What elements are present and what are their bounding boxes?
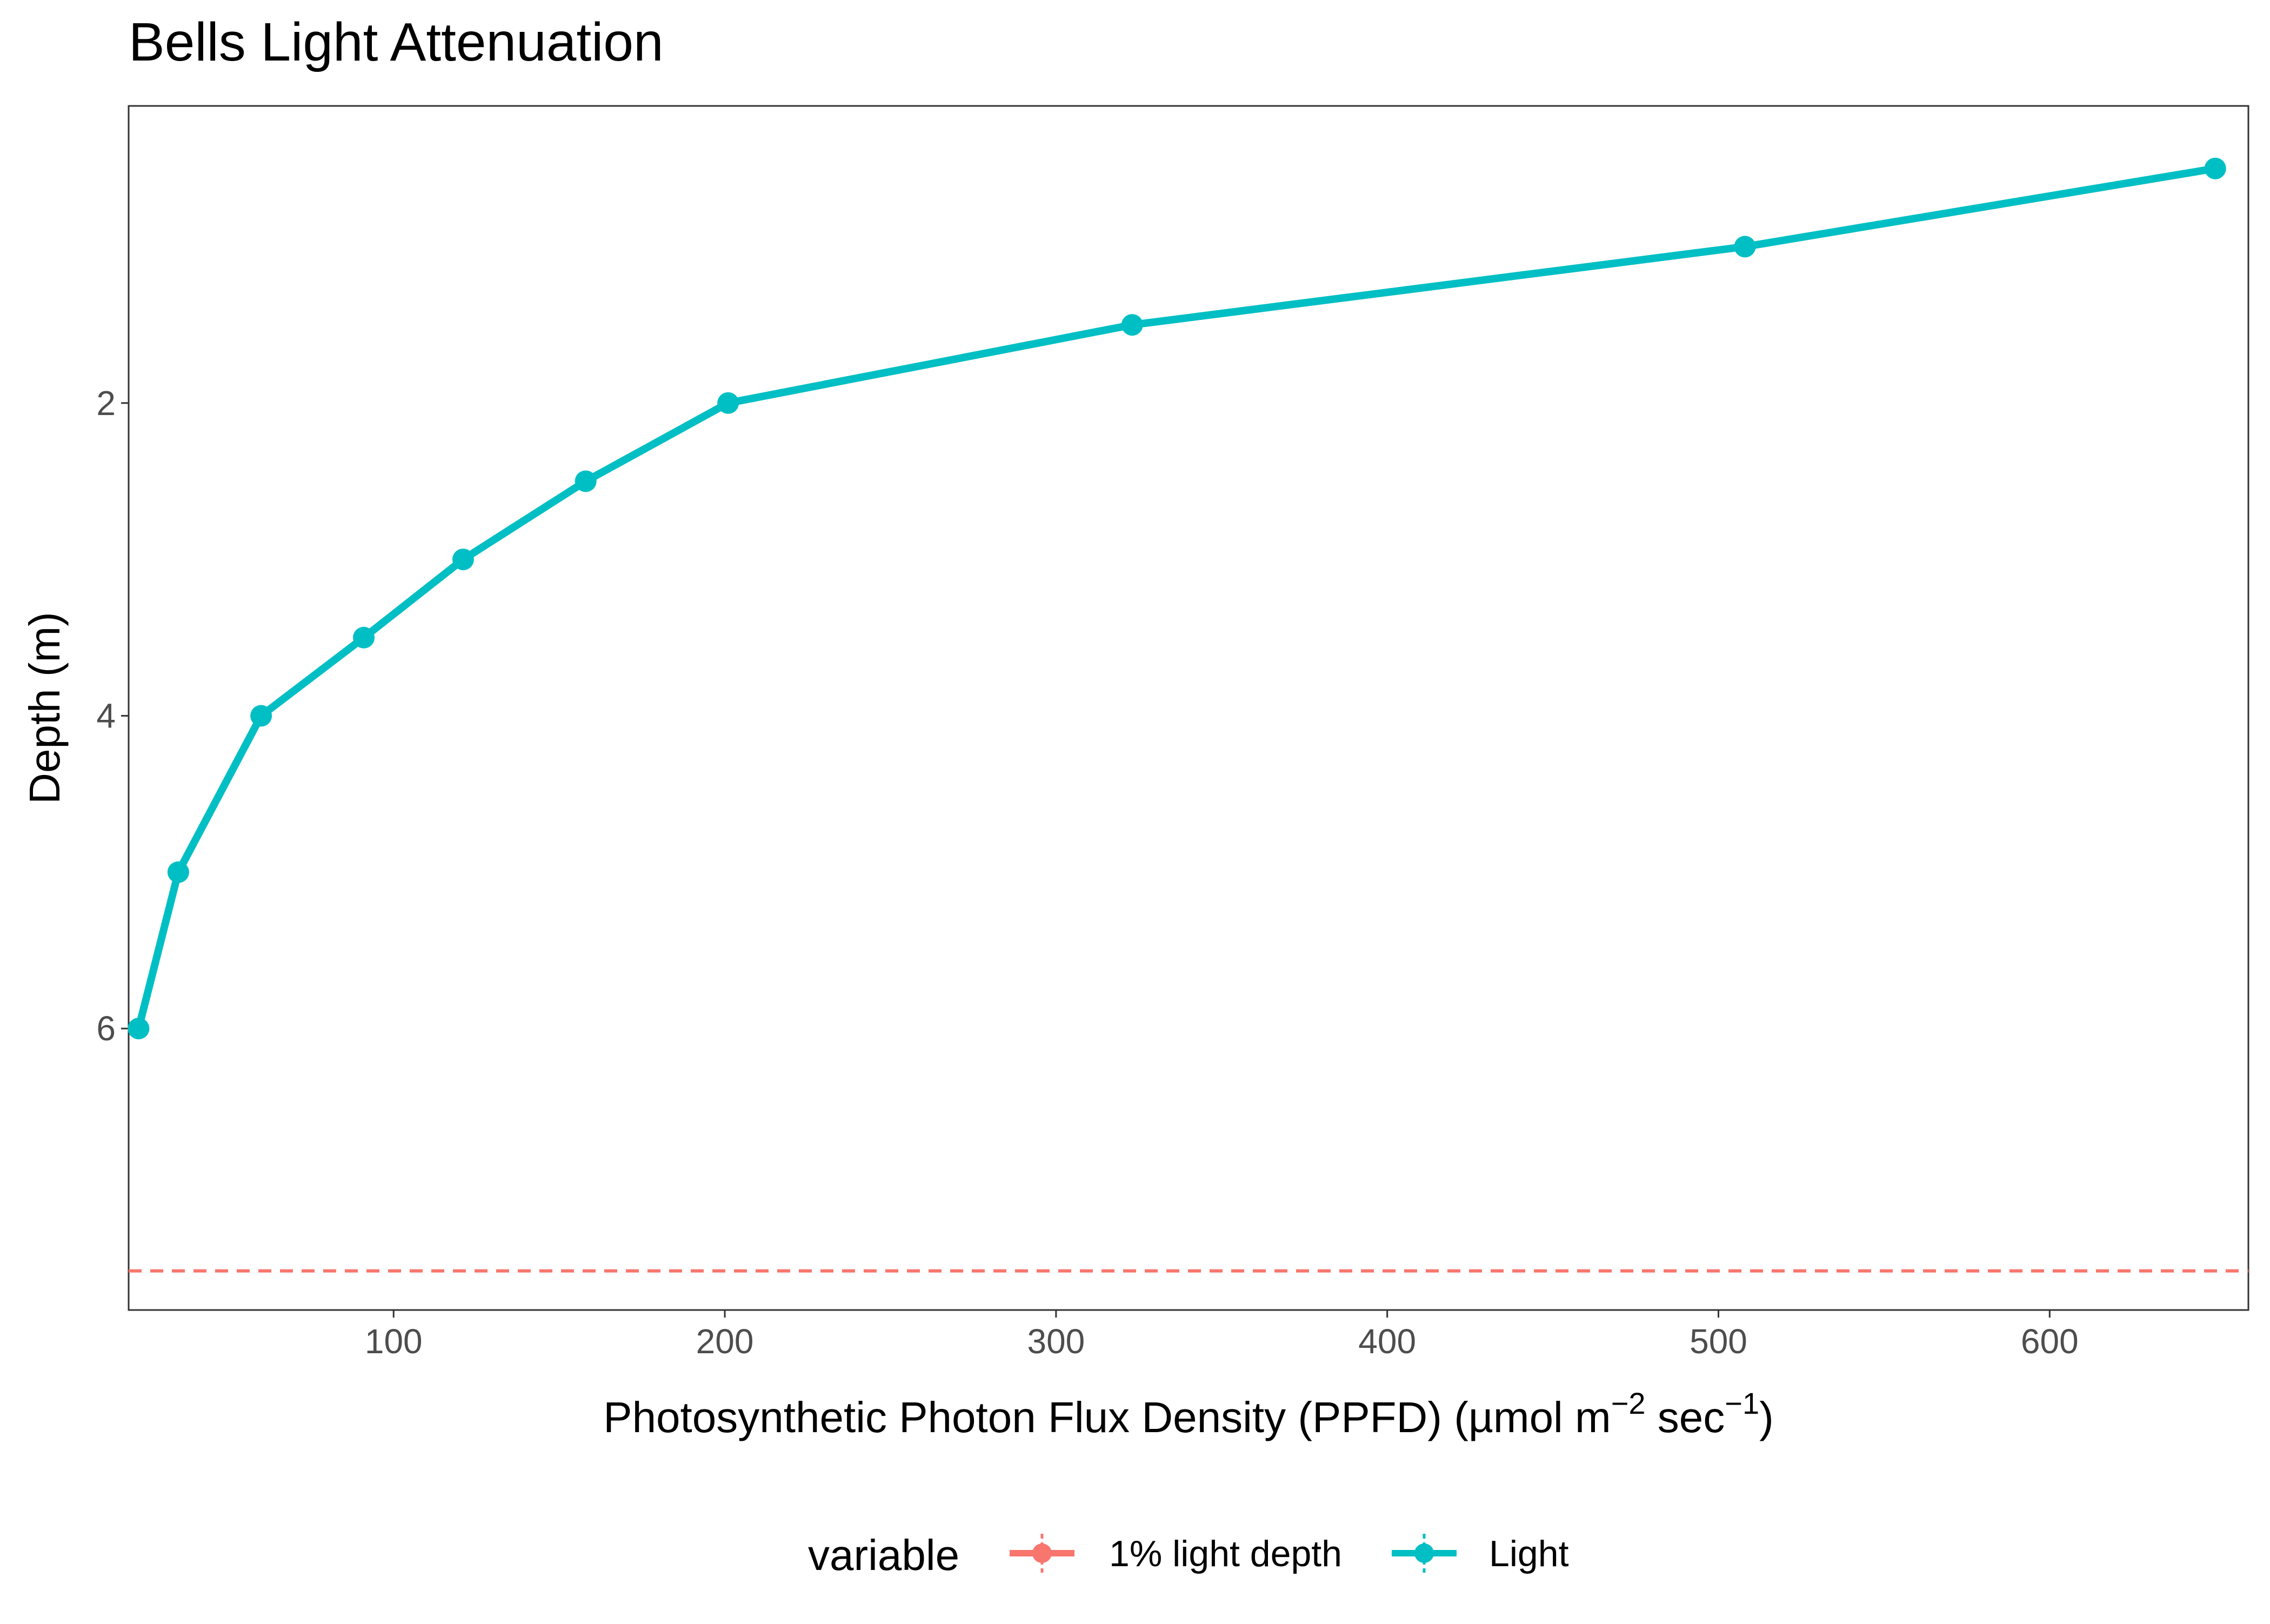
- x-axis-label-base: Photosynthetic Photon Flux Density (PPFD…: [603, 1393, 1611, 1441]
- x-axis-label-sup1: −2: [1611, 1386, 1646, 1420]
- legend-entry-1pct-light-depth: 1% light depth: [1010, 1533, 1342, 1574]
- x-axis-label-sup2: −1: [1725, 1386, 1759, 1420]
- y-tick-label: 2: [96, 384, 116, 423]
- legend-title: variable: [808, 1531, 959, 1579]
- series-layer: [128, 157, 2248, 1273]
- light-data-point: [1121, 314, 1143, 336]
- plot-panel: [128, 105, 2249, 1311]
- x-axis-label-mid: sec: [1646, 1393, 1725, 1441]
- x-tick-label: 300: [1027, 1322, 1085, 1361]
- legend-entry-light: Light: [1392, 1533, 1569, 1574]
- light-data-point: [717, 392, 739, 414]
- legend-label-1pct-light-depth: 1% light depth: [1109, 1533, 1342, 1574]
- light-data-point: [250, 705, 272, 727]
- light-data-point: [1734, 236, 1756, 258]
- legend-label-light: Light: [1489, 1533, 1569, 1574]
- x-tick-label: 100: [365, 1322, 423, 1361]
- light-data-point: [452, 549, 474, 571]
- light-data-point: [167, 861, 189, 883]
- light-series-line: [135, 164, 2219, 1033]
- light-data-point: [128, 1018, 150, 1040]
- y-axis-label: Depth (m): [21, 612, 69, 804]
- x-axis-label: Photosynthetic Photon Flux Density (PPFD…: [603, 1386, 1774, 1441]
- y-tick-label: 6: [96, 1009, 116, 1048]
- y-axis: 2 4 6: [96, 384, 129, 1048]
- x-tick-label: 400: [1358, 1322, 1416, 1361]
- chart-title: Bells Light Attenuation: [129, 12, 664, 72]
- x-axis: 100 200 300 400 500 600: [365, 1310, 2079, 1361]
- x-tick-label: 500: [1690, 1322, 1747, 1361]
- x-tick-label: 200: [696, 1322, 754, 1361]
- legend-key-1pct-point: [1032, 1543, 1052, 1563]
- legend: variable 1% light depth Light: [808, 1531, 1569, 1579]
- y-tick-label: 4: [96, 696, 116, 735]
- x-axis-label-end: ): [1759, 1393, 1774, 1441]
- x-tick-label: 600: [2021, 1322, 2079, 1361]
- light-data-point: [2204, 157, 2226, 179]
- light-data-point: [353, 626, 375, 649]
- light-data-point: [575, 470, 597, 492]
- legend-key-light-point: [1414, 1543, 1434, 1563]
